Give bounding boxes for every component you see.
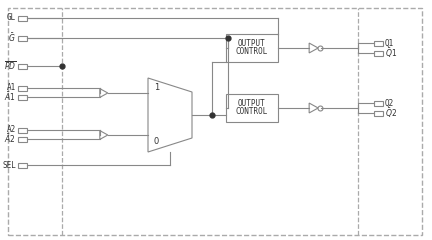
Text: OUTPUT: OUTPUT [238, 100, 266, 108]
Text: $\bar{Q}1$: $\bar{Q}1$ [385, 46, 397, 60]
Bar [18, 127, 27, 132]
Bar [18, 137, 27, 142]
Text: Q2: Q2 [385, 98, 394, 108]
Text: $\overline{PD}$: $\overline{PD}$ [3, 60, 16, 72]
Bar [374, 110, 383, 115]
Text: $\bar{Q}2$: $\bar{Q}2$ [385, 106, 397, 120]
Text: $\bar{G}$: $\bar{G}$ [9, 32, 16, 44]
Bar [18, 36, 27, 41]
Text: Q1: Q1 [385, 38, 394, 48]
Text: $\bar{A}2$: $\bar{A}2$ [4, 133, 16, 145]
Bar [18, 64, 27, 68]
Text: $\bar{A}1$: $\bar{A}1$ [4, 91, 16, 103]
Text: CONTROL: CONTROL [236, 48, 268, 56]
Bar [226, 94, 278, 122]
Text: A1: A1 [7, 84, 16, 92]
Text: A2: A2 [7, 126, 16, 134]
Bar [18, 162, 27, 168]
Bar [226, 34, 278, 62]
Text: SEL: SEL [2, 161, 16, 169]
Text: 1: 1 [154, 84, 159, 92]
Text: CONTROL: CONTROL [236, 108, 268, 116]
Text: OUTPUT: OUTPUT [238, 40, 266, 48]
Bar [18, 16, 27, 20]
Text: 0: 0 [154, 138, 159, 146]
Bar [374, 50, 383, 55]
Text: GL: GL [7, 13, 16, 23]
Bar [18, 95, 27, 100]
Bar [18, 85, 27, 90]
Bar [374, 101, 383, 106]
Bar [374, 41, 383, 46]
